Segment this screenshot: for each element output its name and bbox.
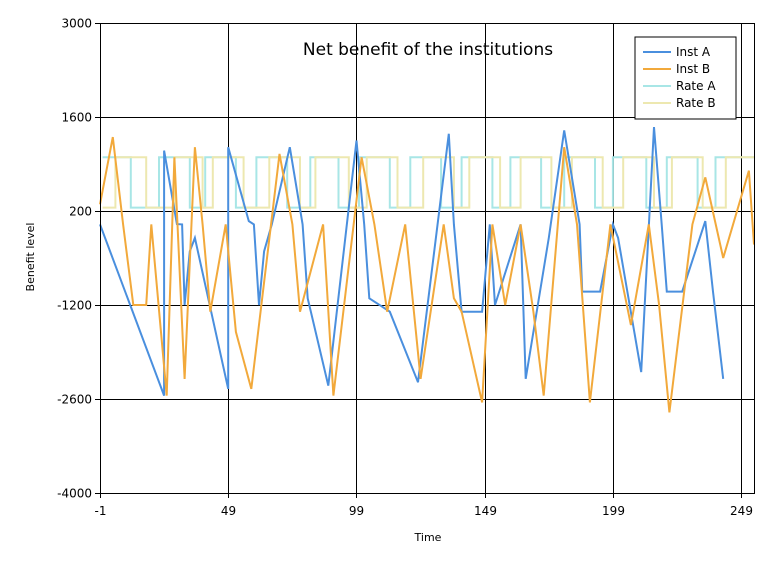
x-tick-label: -1	[95, 504, 107, 518]
grid-layer	[100, 23, 754, 494]
series-line-inst-a	[99, 127, 725, 396]
axis-layer: 3000 1600 200 -1200 -2600 -4000-1 49 99 149 199 24…	[57, 17, 755, 518]
y-axis-title: Benefit level	[24, 223, 37, 292]
legend-label-rate-b: Rate B	[676, 96, 716, 110]
y-tick-label: 200	[69, 205, 92, 219]
y-tick-label: -2600	[57, 393, 92, 407]
plot-area-border	[100, 23, 755, 494]
x-tick-label: 49	[221, 504, 236, 518]
chart-title: Net benefit of the institutions	[303, 40, 553, 60]
x-tick-label: 249	[730, 504, 753, 518]
legend-box	[634, 36, 737, 120]
x-tick-label: 149	[474, 504, 497, 518]
legend-label-rate-a: Rate A	[676, 79, 716, 93]
legend-label-inst-b: Inst B	[676, 62, 710, 76]
legend-label-inst-a: Inst A	[676, 45, 711, 59]
x-axis-title: Time	[414, 531, 442, 544]
x-tick-label: 199	[602, 504, 625, 518]
series-line-inst-b	[99, 136, 755, 413]
y-tick-label: -1200	[57, 299, 92, 313]
legend: Inst A Inst B Rate A Rate B	[634, 36, 737, 120]
series-line-rate-b	[102, 156, 754, 209]
y-tick-label: 3000	[61, 17, 92, 31]
y-tick-label: -4000	[57, 487, 92, 501]
x-tick-label: 99	[349, 504, 364, 518]
y-tick-label: 1600	[61, 111, 92, 125]
series-layer	[99, 127, 755, 413]
